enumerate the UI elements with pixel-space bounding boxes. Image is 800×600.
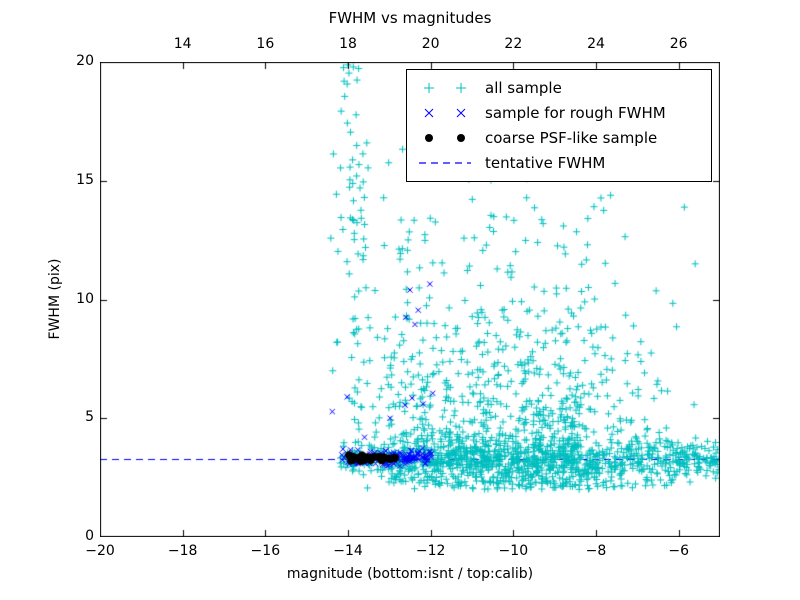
x-axis-label: magnitude (bottom:isnt / top:calib) (286, 566, 534, 582)
circle-marker-icon (417, 131, 473, 145)
y-tick-label: 5 (85, 409, 94, 426)
top-x-tick-label: 20 (421, 36, 440, 52)
legend-label: all sample (485, 79, 562, 97)
x-marker-icon (417, 106, 473, 120)
x-tick-label: −18 (167, 543, 198, 559)
dashed-line-icon (417, 156, 473, 170)
x-tick-label: −14 (333, 543, 363, 559)
chart-title: FWHM vs magnitudes (328, 9, 492, 27)
legend-item-rough-fwhm: sample for rough FWHM (417, 104, 701, 122)
x-tick-label: −12 (415, 543, 446, 559)
x-tick-label: −10 (498, 543, 529, 559)
top-x-tick-label: 18 (339, 36, 357, 52)
x-tick-label: −20 (85, 543, 115, 559)
plus-marker-icon (417, 81, 473, 95)
legend-label: sample for rough FWHM (485, 104, 666, 122)
top-x-tick-label: 16 (256, 36, 275, 52)
top-x-tick-label: 24 (587, 36, 605, 52)
top-x-tick-label: 26 (669, 36, 688, 52)
legend-item-all-sample: all sample (417, 79, 701, 97)
x-tick-label: −16 (250, 543, 281, 559)
legend-label: coarse PSF-like sample (485, 129, 658, 147)
y-tick-label: 0 (85, 528, 94, 544)
legend: all sample sample for rough FWHM coarse … (406, 69, 712, 182)
plot-area: all sample sample for rough FWHM coarse … (100, 62, 720, 537)
x-tick-label: −8 (585, 543, 607, 559)
legend-item-coarse-psf: coarse PSF-like sample (417, 129, 701, 147)
y-tick-label: 15 (76, 171, 94, 188)
top-x-tick-label: 14 (173, 36, 192, 52)
top-x-tick-label: 22 (504, 36, 523, 52)
y-tick-label: 20 (76, 53, 94, 69)
x-tick-label: −6 (668, 543, 689, 559)
y-tick-label: 10 (76, 290, 94, 307)
legend-label: tentative FWHM (485, 154, 606, 172)
legend-item-tentative-fwhm: tentative FWHM (417, 154, 701, 172)
